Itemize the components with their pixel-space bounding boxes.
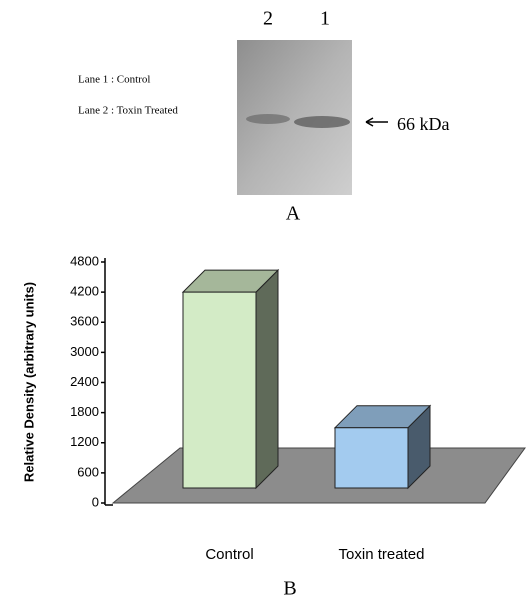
y-tick-label: 3600 (70, 314, 99, 329)
floor (113, 448, 525, 503)
y-tick-label: 1200 (70, 434, 99, 449)
y-tick-label: 0 (92, 494, 99, 509)
panel-label: B (283, 578, 296, 600)
x-tick-label: Control (205, 546, 253, 563)
bar (335, 406, 430, 488)
figure: 2 1 Lane 1 : Control Lane 2 : Toxin Trea… (0, 0, 529, 607)
y-tick-label: 4200 (70, 284, 99, 299)
y-axis-label: Relative Density (arbitrary units) (21, 282, 36, 482)
lane-legend: Lane 2 : Toxin Treated (78, 105, 178, 117)
bar-side (256, 270, 278, 488)
x-tick-label: Toxin treated (339, 546, 425, 563)
y-tick-label: 4800 (70, 253, 99, 268)
panel-label: A (286, 203, 301, 225)
bar-front (183, 292, 256, 488)
bar-front (335, 428, 408, 488)
lane-legend: Lane 1 : Control (78, 74, 150, 86)
lane-number: 1 (320, 8, 330, 30)
marker-label: 66 kDa (397, 114, 450, 134)
band (294, 116, 350, 128)
y-tick-label: 600 (77, 464, 99, 479)
y-tick-label: 3000 (70, 344, 99, 359)
bar (183, 270, 278, 488)
lane-number: 2 (263, 8, 273, 30)
band (246, 114, 290, 124)
y-tick-label: 2400 (70, 374, 99, 389)
y-tick-label: 1800 (70, 404, 99, 419)
